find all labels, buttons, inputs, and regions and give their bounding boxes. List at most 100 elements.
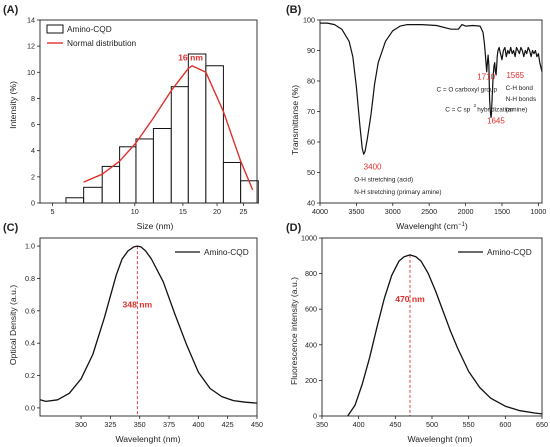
panel-c-xtick-label: 300	[75, 420, 87, 429]
peak-3400-label: 3400	[364, 162, 382, 171]
panel-c-xtick-label: 450	[251, 420, 263, 429]
panel-a-xtick-label: 5	[51, 207, 55, 216]
panel-d-label: (D)	[286, 222, 302, 234]
panel-d-xtick-label: 600	[499, 420, 511, 429]
panel-a-ytick-label: 6	[31, 120, 35, 129]
peak-1565-label: 1565	[506, 71, 524, 80]
fluorescence-line	[347, 254, 543, 417]
panel-b-xtick-label: 1500	[494, 207, 510, 216]
panel-a-ytick-label: 10	[27, 68, 35, 77]
panel-a-ytick-label: 4	[31, 146, 35, 155]
panel-d-ytick-label: 0	[313, 412, 317, 421]
panel-a-ytick-label: 12	[27, 42, 35, 51]
legend-label-histogram: Amino-CQD	[67, 24, 112, 34]
panel-d-plot-frame	[321, 237, 543, 417]
panel-b-ytick-label: 90	[307, 46, 315, 55]
histogram-bar	[222, 161, 242, 204]
panel-d-ylabel: Fluorescence intensity (a.u.)	[289, 277, 299, 385]
oh-stretching-label: O-H stretching (acid)	[354, 177, 413, 184]
panel-b-xlabel: Wavelenght (cm−1)	[396, 221, 468, 231]
normal-fit-line	[83, 65, 254, 191]
panel-b-ytick-label: 50	[307, 168, 315, 177]
cc-sp-superscript: 2	[474, 103, 477, 108]
panel-a-chart: 5 10 15 20 25 0 2 4 6 8 10 12 14 16 nm Amino-CQD Normal…	[27, 16, 259, 216]
panel-c-xtick-label: 325	[104, 420, 116, 429]
histogram-bar	[65, 197, 85, 204]
panel-d-xtick-label: 450	[389, 420, 401, 429]
panel-b-xtick-label: 4000	[312, 207, 328, 216]
panel-a-ytick-label: 8	[31, 94, 35, 103]
panel-a-xlabel: Size (nm)	[137, 221, 174, 231]
histogram-bar	[187, 53, 207, 204]
panel-b-ylabel: Transmittanse (%)	[290, 85, 300, 155]
panel-b-xtick-label: 1000	[530, 207, 546, 216]
peak-1710-label: 1710	[477, 72, 495, 81]
panel-c-label: (C)	[3, 222, 19, 234]
peak-1645-label: 1645	[487, 117, 505, 126]
peak-label: 470 nm	[395, 294, 425, 304]
panel-b-xlabel-end: )	[465, 221, 468, 231]
panel-c-ytick-label: 1.0	[25, 242, 35, 251]
panel-a-ytick-label: 0	[31, 199, 35, 208]
panel-c-xtick-label: 400	[192, 420, 204, 429]
panel-b-ytick-label: 60	[307, 138, 315, 147]
panel-b-label: (B)	[286, 4, 302, 16]
amine-label: (amine)	[506, 107, 528, 114]
cc-sp-label: C = C sp	[445, 107, 470, 114]
panel-a-xtick-label: 25	[240, 207, 248, 216]
panel-c-ytick-label: 0.8	[25, 274, 35, 283]
ftir-spectrum-line	[320, 22, 543, 155]
panel-b-xtick-label: 3000	[385, 207, 401, 216]
panel-c-plot-frame	[39, 237, 258, 417]
panel-b-ytick-label: 70	[307, 107, 315, 116]
panel-b-ytick-label: 40	[307, 199, 315, 208]
panel-d-xtick-label: 500	[426, 420, 438, 429]
panel-a-xtick-label: 20	[213, 207, 221, 216]
panel-a-ytick-label: 2	[31, 172, 35, 181]
panel-b-xtick-label: 3500	[348, 207, 364, 216]
legend-label: Amino-CQD	[487, 247, 532, 257]
histogram-bar	[240, 180, 259, 204]
panel-c-ylabel: Optical Density (a.u.)	[8, 285, 18, 365]
panel-d-xtick-label: 350	[316, 420, 328, 429]
histogram-bar	[135, 138, 154, 204]
legend-label: Amino-CQD	[204, 247, 249, 257]
panel-d-ytick-label: 200	[305, 376, 317, 385]
panel-c-ytick-label: 0.0	[25, 403, 35, 412]
panel-d-ytick-label: 1000	[301, 234, 317, 243]
panel-b-xtick-label: 2500	[421, 207, 437, 216]
panel-d-xlabel: Wavelenght (nm)	[407, 434, 472, 444]
panel-a-xtick-label: 10	[131, 207, 139, 216]
histogram-bar	[152, 127, 172, 204]
histogram-bar	[83, 186, 103, 204]
panel-b-xlabel-main: Wavelenght (cm	[396, 221, 458, 231]
peak-label: 348 nm	[123, 300, 153, 310]
panel-d-ytick-label: 600	[305, 305, 317, 314]
panel-b-xlabel-sup: −1	[458, 222, 466, 228]
panel-c-xtick-label: 425	[222, 420, 234, 429]
size-annotation: 16 nm	[178, 53, 203, 63]
panel-a-label: (A)	[3, 4, 19, 16]
panel-d-xtick-label: 650	[536, 420, 548, 429]
cc-hybridization-label: hybridization	[477, 107, 513, 114]
panel-b-xtick-label: 2000	[458, 207, 474, 216]
panel-d-xtick-label: 400	[353, 420, 365, 429]
absorbance-line	[39, 245, 258, 404]
panel-a-plot-frame	[39, 19, 258, 204]
histogram-bar	[170, 86, 189, 204]
legend-label-fit: Normal distribution	[67, 38, 137, 48]
panel-c-ytick-label: 0.6	[25, 306, 35, 315]
panel-c-xtick-label: 350	[134, 420, 146, 429]
panel-b-ytick-label: 80	[307, 77, 315, 86]
nh-bonds-label: N-H bonds	[506, 96, 537, 103]
panel-b-chart: 4000 3500 3000 2500 2000 1500 1000 40 50 60 70 80 90…	[303, 16, 546, 217]
panel-a-ylabel: Intensity (%)	[8, 81, 18, 129]
legend-swatch-histogram	[46, 24, 64, 34]
panel-c-chart: 300 325 350 375 400 425 450 0.0 0.2 0.4 0.6 0.8 1.0 3…	[25, 237, 263, 429]
panel-c-xtick-label: 375	[163, 420, 175, 429]
panel-c-ytick-label: 0.2	[25, 371, 35, 380]
panel-a-ytick-label: 14	[27, 16, 35, 25]
histogram-bar	[119, 146, 137, 204]
panel-c-ytick-label: 0.4	[25, 339, 35, 348]
